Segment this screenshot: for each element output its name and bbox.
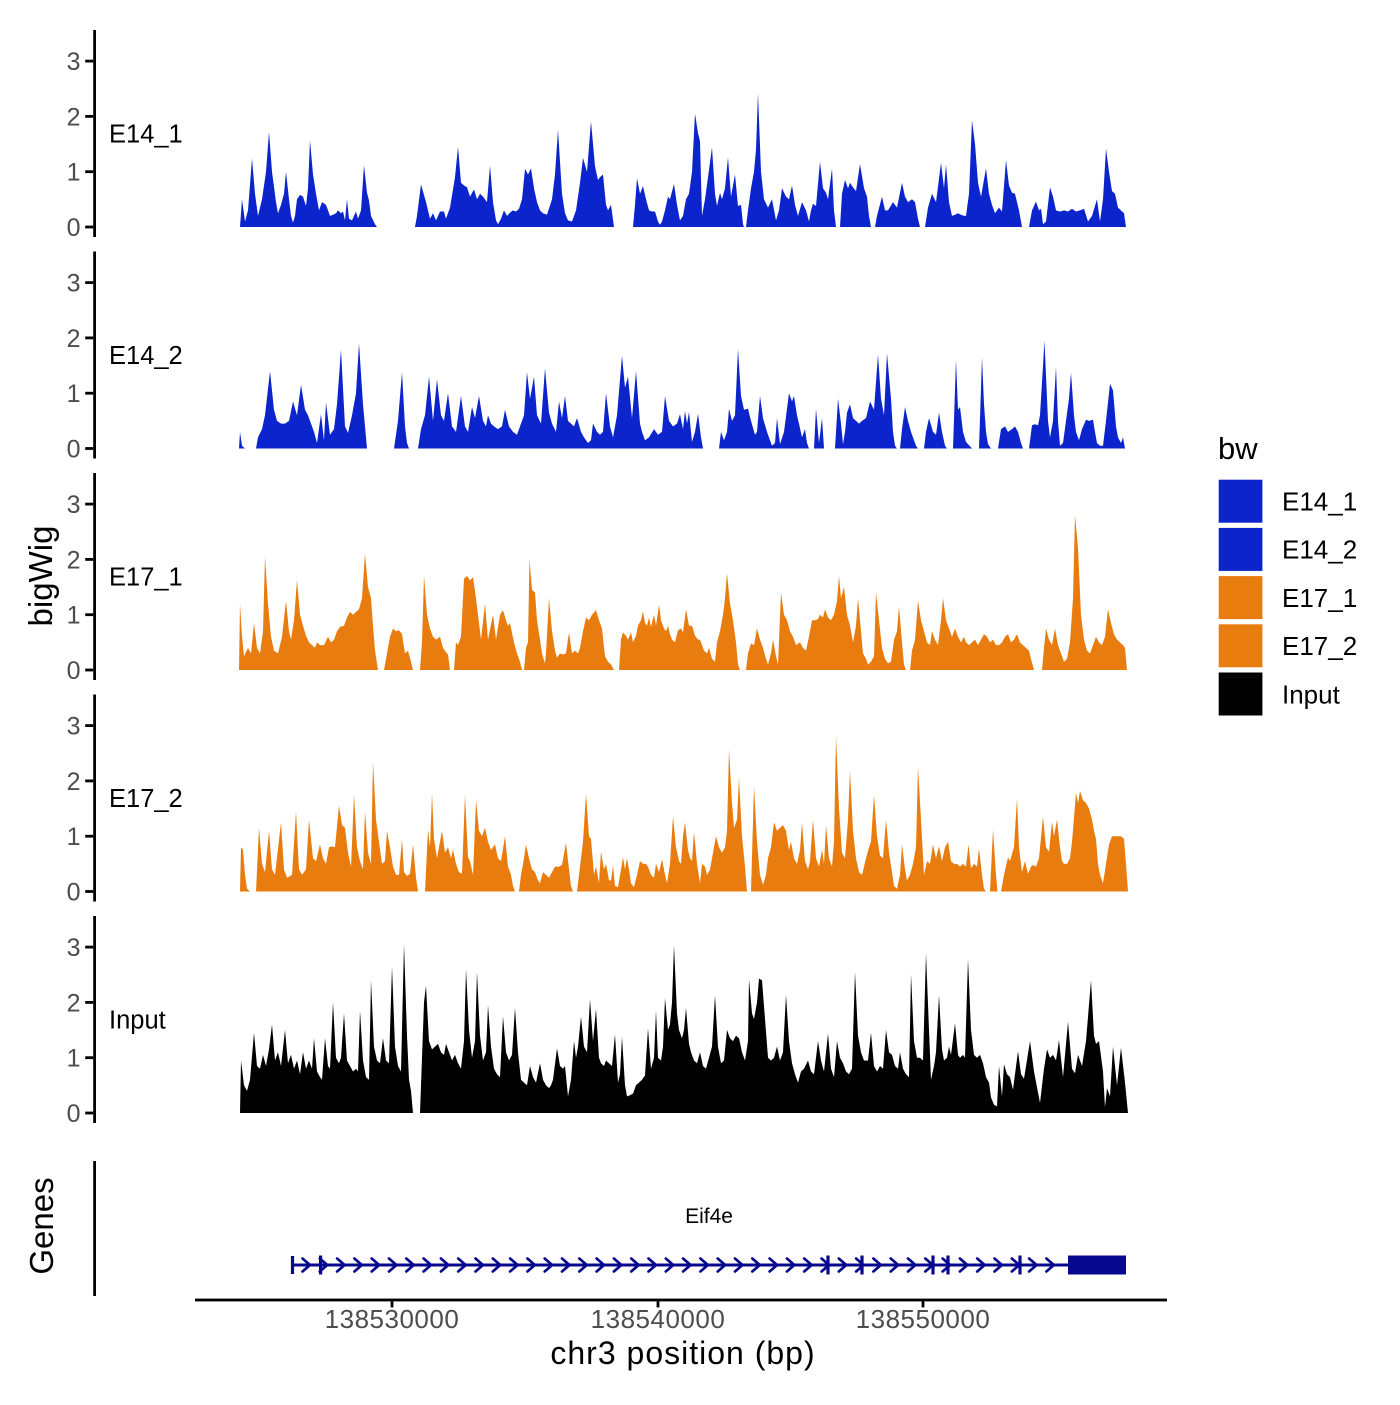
- svg-text:Genes: Genes: [23, 1177, 60, 1274]
- svg-text:1: 1: [67, 380, 81, 408]
- svg-text:bigWig: bigWig: [22, 526, 59, 627]
- svg-text:Input: Input: [109, 1007, 166, 1035]
- svg-text:E14_2: E14_2: [109, 342, 183, 370]
- svg-text:0: 0: [67, 879, 81, 907]
- svg-text:138540000: 138540000: [591, 1304, 726, 1334]
- svg-text:138530000: 138530000: [325, 1304, 460, 1334]
- svg-text:2: 2: [67, 989, 81, 1017]
- svg-text:3: 3: [67, 934, 81, 962]
- svg-text:3: 3: [67, 713, 81, 741]
- svg-text:0: 0: [67, 657, 81, 685]
- svg-text:E14_1: E14_1: [1282, 487, 1357, 517]
- svg-text:E17_1: E17_1: [109, 564, 183, 592]
- svg-text:1: 1: [67, 1045, 81, 1073]
- svg-text:138550000: 138550000: [856, 1304, 991, 1334]
- svg-text:Input: Input: [1282, 679, 1341, 709]
- svg-text:E14_2: E14_2: [1282, 535, 1357, 565]
- svg-text:0: 0: [67, 214, 81, 242]
- svg-text:1: 1: [67, 602, 81, 630]
- svg-text:3: 3: [67, 491, 81, 519]
- svg-text:2: 2: [67, 103, 81, 131]
- svg-text:0: 0: [67, 1100, 81, 1128]
- svg-text:0: 0: [67, 436, 81, 464]
- svg-text:E17_2: E17_2: [109, 785, 183, 813]
- svg-text:1: 1: [67, 159, 81, 187]
- svg-text:chr3 position (bp): chr3 position (bp): [550, 1335, 815, 1371]
- svg-text:2: 2: [67, 768, 81, 796]
- svg-text:2: 2: [67, 325, 81, 353]
- svg-text:E17_1: E17_1: [1282, 583, 1357, 613]
- svg-text:2: 2: [67, 546, 81, 574]
- svg-text:Eif4e: Eif4e: [685, 1205, 733, 1228]
- svg-text:bw: bw: [1218, 431, 1258, 466]
- svg-text:3: 3: [67, 270, 81, 298]
- svg-text:E17_2: E17_2: [1282, 631, 1357, 661]
- svg-text:E14_1: E14_1: [109, 121, 183, 149]
- svg-text:3: 3: [67, 48, 81, 76]
- svg-text:1: 1: [67, 823, 81, 851]
